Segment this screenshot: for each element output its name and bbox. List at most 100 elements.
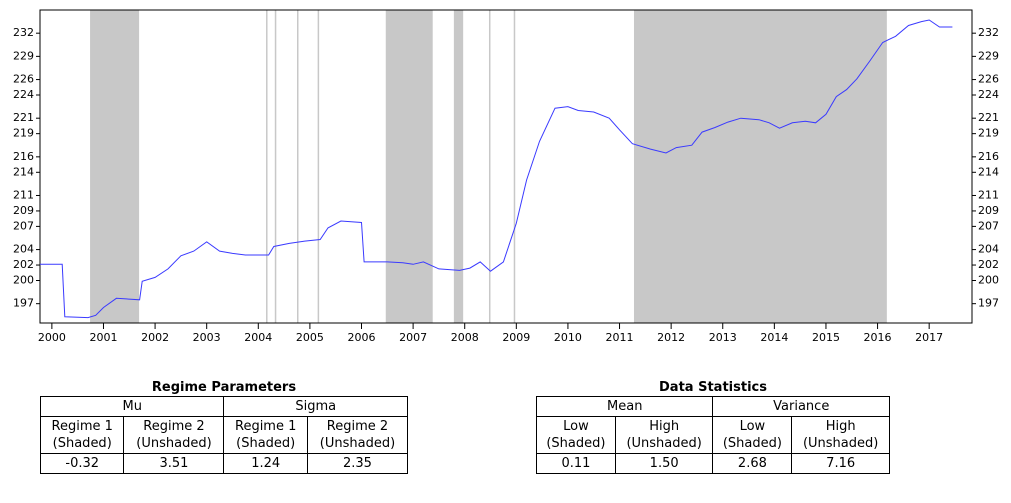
column-row: Regime 1 (Shaded) Regime 2 (Unshaded) Regime… (39, 416, 409, 454)
value-cell: -0.32 (39, 453, 125, 474)
x-tick-label: 2000 (38, 331, 66, 344)
group-header: Variance (712, 396, 890, 417)
y2-tick-label: 232 (978, 26, 999, 39)
y-tick-label: 204 (13, 243, 34, 256)
group-header: Mu (39, 396, 225, 417)
group-row: Mean Variance (535, 396, 890, 417)
column-header-line: Low (739, 419, 766, 434)
column-header-line: (Unshaded) (319, 436, 396, 451)
x-tick-label: 2006 (348, 331, 376, 344)
y2-tick-label: 224 (978, 88, 999, 101)
x-tick-label: 2017 (915, 331, 943, 344)
column-header: Low (Shaded) (712, 416, 793, 454)
x-tick-label: 2001 (89, 331, 117, 344)
x-tick-label: 2009 (502, 331, 530, 344)
x-tick-label: 2013 (709, 331, 737, 344)
column-header-line: (Unshaded) (136, 436, 212, 451)
table-title: Data Statistics (659, 380, 767, 395)
y2-tick-label: 216 (978, 150, 999, 163)
column-header-line: (Shaded) (236, 436, 296, 451)
y-tick-label: 200 (13, 273, 34, 286)
y2-tick-label: 200 (978, 273, 999, 286)
y-tick-label: 202 (13, 258, 34, 271)
column-header-line: Regime 2 (326, 419, 389, 434)
y2-tick-label: 214 (978, 165, 999, 178)
regime-shade (453, 10, 464, 323)
value-cell: 1.50 (614, 453, 714, 474)
value-row: 0.11 1.50 2.68 7.16 (536, 453, 890, 474)
value-cell: 7.16 (791, 453, 890, 474)
y-tick-label: 221 (13, 111, 34, 124)
y-tick-label: 232 (13, 26, 34, 39)
regime-shade (385, 10, 433, 323)
regime-shade (488, 10, 491, 323)
value-cell: 3.51 (123, 453, 225, 474)
column-header-line: Regime 1 (235, 419, 297, 434)
column-header: High (Unshaded) (791, 416, 890, 454)
table-title: Regime Parameters (151, 380, 297, 395)
regime-shade (296, 10, 299, 323)
column-header: Regime 1 (Shaded) (223, 416, 308, 454)
regime-shade (90, 10, 140, 323)
column-header-line: Regime 2 (143, 419, 205, 434)
column-header-line: (Shaded) (546, 436, 606, 451)
chart: 197 197 200 200 202 202 204 204 207 207 209 209 211 2… (13, 9, 999, 344)
x-tick-label: 2003 (193, 331, 221, 344)
y2-tick-label: 197 (978, 297, 999, 310)
value-cell: 1.24 (223, 453, 308, 474)
y-tick-label: 229 (13, 49, 34, 62)
column-header-line: (Shaded) (722, 436, 782, 451)
x-tick-label: 2002 (141, 331, 169, 344)
column-header: Regime 2 (Unshaded) (123, 416, 225, 454)
x-tick-label: 2004 (244, 331, 272, 344)
table: Mu Sigma Regime 1 (Shaded) Regime 2 (Unshaded… (39, 396, 409, 474)
regime-shade (633, 10, 887, 323)
column-header-line: High (649, 419, 680, 434)
value-cell: 2.68 (712, 453, 793, 474)
value-cell: 2.35 (306, 453, 409, 474)
y-tick-label: 207 (13, 219, 34, 232)
y2-tick-label: 202 (978, 258, 999, 271)
group-row: Mu Sigma (39, 396, 408, 417)
value-cell: 0.11 (536, 453, 616, 474)
column-header: Regime 1 (Shaded) (39, 416, 125, 454)
y-tick-label: 226 (13, 73, 34, 86)
y-tick-label: 197 (13, 297, 34, 310)
x-tick-label: 2011 (606, 331, 634, 344)
y-tick-label: 209 (13, 204, 34, 217)
x-tick-label: 2015 (812, 331, 840, 344)
column-header-line: High (825, 419, 856, 434)
x-tick-label: 2016 (864, 331, 892, 344)
column-header-line: Regime 1 (51, 419, 113, 434)
y2-tick-label: 229 (978, 49, 999, 62)
y-tick-label: 214 (13, 165, 34, 178)
table-block: Regime Parameters Mu Sigma Regime 1 (Shaded)… (39, 380, 409, 474)
y2-tick-label: 219 (978, 127, 999, 140)
column-row: Low (Shaded) High (Unshaded) Low (Shaded) High… (536, 416, 890, 454)
y2-tick-label: 221 (978, 111, 999, 124)
group-header: Mean (535, 396, 714, 417)
column-header-line: (Shaded) (52, 436, 112, 451)
column-header-line: Low (563, 419, 589, 434)
y-tick-label: 216 (13, 150, 34, 163)
regime-shade (266, 10, 268, 323)
plot-frame (39, 9, 973, 324)
regime-shade (513, 10, 516, 323)
x-tick-label: 2014 (760, 331, 788, 344)
column-header: Regime 2 (Unshaded) (306, 416, 409, 454)
table: Mean Variance Low (Shaded) High (Unshaded) Low… (535, 396, 890, 474)
regime-shade (274, 10, 277, 323)
y2-tick-label: 226 (978, 73, 999, 86)
column-header: Low (Shaded) (536, 416, 616, 454)
regime-shade (317, 10, 320, 323)
x-tick-label: 2012 (657, 331, 685, 344)
y2-tick-label: 211 (978, 188, 999, 201)
x-tick-label: 2008 (451, 331, 479, 344)
group-header: Sigma (223, 396, 408, 417)
y2-tick-label: 209 (978, 204, 999, 217)
x-tick-label: 2005 (296, 331, 324, 344)
column-header-line: (Unshaded) (626, 436, 702, 451)
y-tick-label: 219 (13, 127, 34, 140)
table-block: Data Statistics Mean Variance Low (Shaded) Hi… (535, 380, 890, 474)
